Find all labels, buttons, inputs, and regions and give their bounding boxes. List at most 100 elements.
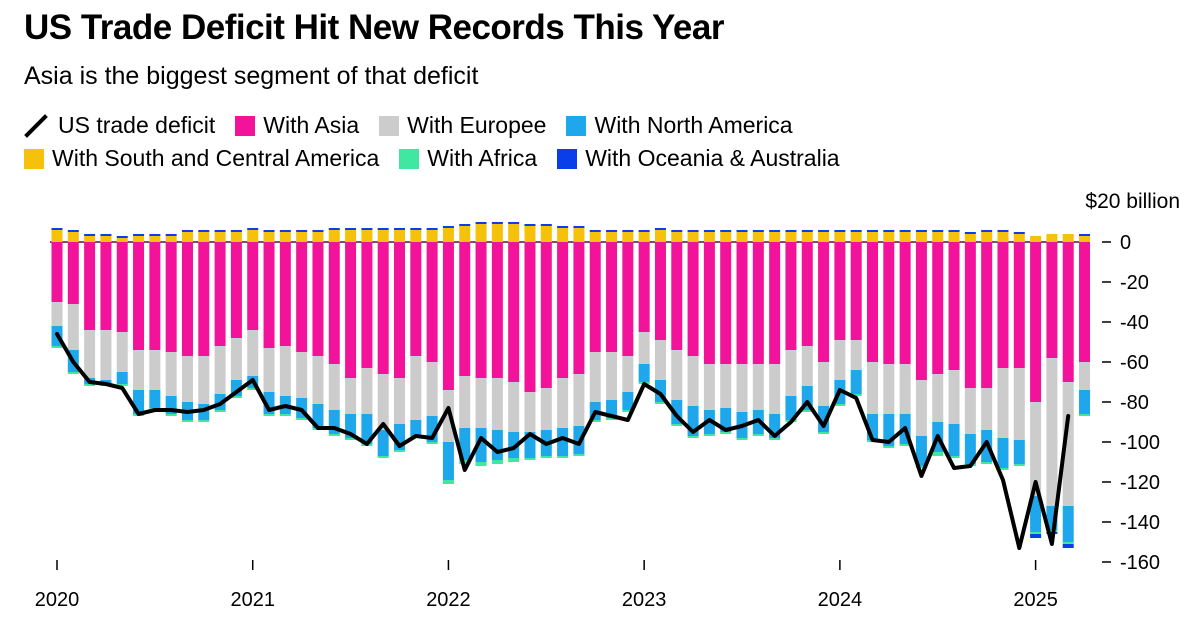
bar-asia-16: [312, 242, 324, 356]
legend-item-us-trade-deficit: US trade deficit: [24, 112, 215, 139]
bar-north_america-4: [116, 372, 128, 384]
bar-oceania-6: [149, 234, 161, 236]
bar-asia-8: [181, 242, 193, 356]
bar-africa-20: [377, 456, 389, 458]
bar-africa-31: [557, 456, 569, 458]
bar-europe-41: [720, 364, 732, 408]
bar-africa-51: [883, 446, 895, 448]
bar-north_america-23: [426, 416, 438, 442]
bar-europe-63: [1079, 362, 1091, 390]
bar-asia-37: [654, 242, 666, 340]
bar-asia-23: [426, 242, 438, 362]
bar-asia-53: [915, 242, 927, 380]
bar-europe-43: [752, 364, 764, 410]
bar-africa-35: [622, 410, 634, 412]
bar-europe-36: [638, 332, 650, 364]
bar-north_america-63: [1079, 390, 1091, 414]
legend-item-south-central-america: With South and Central America: [24, 145, 379, 172]
bar-europe-46: [801, 346, 813, 386]
bar-asia-24: [442, 242, 454, 390]
bar-asia-21: [394, 242, 406, 378]
bar-oceania-9: [198, 230, 210, 232]
bar-europe-5: [133, 350, 145, 390]
legend-label-africa: With Africa: [427, 145, 538, 171]
bar-europe-33: [589, 352, 601, 402]
bar-asia-1: [67, 242, 79, 304]
bar-asia-39: [687, 242, 699, 356]
bar-oceania-30: [540, 224, 552, 226]
bar-south_central_america-1: [67, 232, 79, 242]
bar-africa-0: [51, 346, 63, 348]
bar-oceania-18: [345, 228, 357, 230]
y-tick-label-3: -60: [1120, 352, 1149, 374]
bar-oceania-45: [785, 230, 797, 232]
bar-north_america-17: [328, 410, 340, 434]
legend-line-icon: [24, 113, 48, 138]
bar-africa-30: [540, 456, 552, 458]
bar-south_central_america-62: [1062, 234, 1074, 242]
bar-oceania-35: [622, 230, 634, 232]
bar-oceania-26: [475, 222, 487, 224]
bar-asia-5: [133, 242, 145, 350]
bar-africa-1: [67, 372, 79, 374]
bar-europe-37: [654, 340, 666, 380]
bar-asia-35: [622, 242, 634, 356]
bar-asia-6: [149, 242, 161, 350]
bar-asia-36: [638, 242, 650, 332]
y-tick-label-1: -20: [1120, 272, 1149, 294]
bar-europe-0: [51, 302, 63, 326]
x-tick-label-2: 2022: [426, 589, 471, 611]
bar-south_central_america-3: [100, 236, 112, 242]
bar-south_central_america-19: [361, 230, 373, 242]
legend-item-africa: With Africa: [399, 145, 537, 172]
bar-europe-3: [100, 330, 112, 380]
bar-south_central_america-13: [263, 232, 275, 242]
bar-africa-11: [230, 396, 242, 398]
legend-item-asia: With Asia: [235, 112, 359, 139]
bar-north_america-6: [149, 390, 161, 408]
bar-south_central_america-24: [442, 228, 454, 242]
bar-europe-21: [394, 378, 406, 424]
bar-africa-8: [181, 420, 193, 422]
bar-oceania-24: [442, 226, 454, 228]
bar-asia-9: [198, 242, 210, 356]
bar-north_america-53: [915, 436, 927, 466]
bar-north_america-49: [850, 370, 862, 394]
bar-africa-43: [752, 434, 764, 436]
bar-oceania-15: [296, 230, 308, 232]
bar-asia-58: [997, 242, 1009, 368]
bar-oceania-20: [377, 228, 389, 230]
bar-north_america-36: [638, 364, 650, 382]
bar-europe-19: [361, 368, 373, 414]
bar-south_central_america-60: [1030, 236, 1042, 242]
bar-oceania-56: [964, 232, 976, 234]
legend-swatch-africa: [399, 148, 420, 169]
bar-europe-47: [818, 362, 830, 406]
legend-swatch-south-central-america: [24, 148, 44, 169]
bar-africa-47: [818, 432, 830, 434]
bar-asia-4: [116, 242, 128, 332]
bar-north_america-62: [1062, 506, 1074, 542]
bar-europe-53: [915, 380, 927, 436]
y-tick-label-5: -100: [1120, 432, 1160, 454]
bar-europe-38: [671, 350, 683, 400]
bar-asia-61: [1046, 242, 1058, 358]
legend-row-1: US trade deficit With Asia With Europee …: [24, 112, 1174, 139]
bar-oceania-25: [459, 224, 471, 226]
bar-europe-23: [426, 362, 438, 416]
legend-item-europe: With Europee: [379, 112, 546, 139]
bar-oceania-34: [606, 230, 618, 232]
bar-europe-14: [279, 346, 291, 396]
bar-oceania-39: [687, 230, 699, 232]
bar-south_central_america-9: [198, 232, 210, 242]
bar-africa-9: [198, 420, 210, 422]
bar-south_central_america-0: [51, 230, 63, 242]
bar-south_central_america-29: [524, 226, 536, 242]
bar-africa-25: [459, 460, 471, 464]
legend-item-oceania: With Oceania & Australia: [557, 145, 840, 172]
bar-africa-27: [491, 460, 503, 464]
bar-africa-44: [769, 438, 781, 440]
bar-oceania-33: [589, 230, 601, 232]
bar-asia-46: [801, 242, 813, 346]
